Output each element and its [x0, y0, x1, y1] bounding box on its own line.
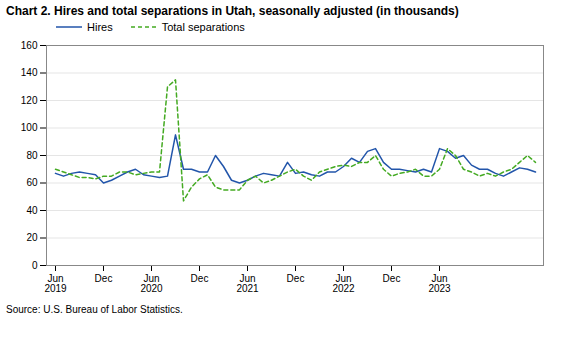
- html-text:Source: U.S. Bureau of Labor S: Source: U.S. Bureau of Labor Statistics.: [6, 304, 183, 315]
- svg-text:Jun2023: Jun2023: [428, 273, 451, 294]
- svg-text:Dec: Dec: [191, 273, 209, 284]
- svg-text:120: 120: [21, 95, 38, 106]
- svg-text:Dec: Dec: [95, 273, 113, 284]
- svg-text:160: 160: [21, 40, 38, 51]
- svg-text:0: 0: [32, 260, 38, 271]
- svg-text:Jun2022: Jun2022: [332, 273, 355, 294]
- svg-text:Dec: Dec: [383, 273, 401, 284]
- svg-text:80: 80: [26, 150, 38, 161]
- svg-text:Jun2020: Jun2020: [140, 273, 163, 294]
- html-text:Chart 2. Hires and total separ: Chart 2. Hires and total separations in …: [6, 4, 459, 18]
- svg-text:20: 20: [26, 232, 38, 243]
- svg-text:100: 100: [21, 122, 38, 133]
- html-text:Hires: Hires: [87, 21, 113, 33]
- svg-text:Jun2021: Jun2021: [236, 273, 259, 294]
- svg-text:140: 140: [21, 67, 38, 78]
- svg-text:60: 60: [26, 177, 38, 188]
- html-text:Total separations: Total separations: [161, 21, 245, 33]
- svg-text:40: 40: [26, 205, 38, 216]
- svg-text:Jun2019: Jun2019: [44, 273, 67, 294]
- svg-text:Dec: Dec: [287, 273, 305, 284]
